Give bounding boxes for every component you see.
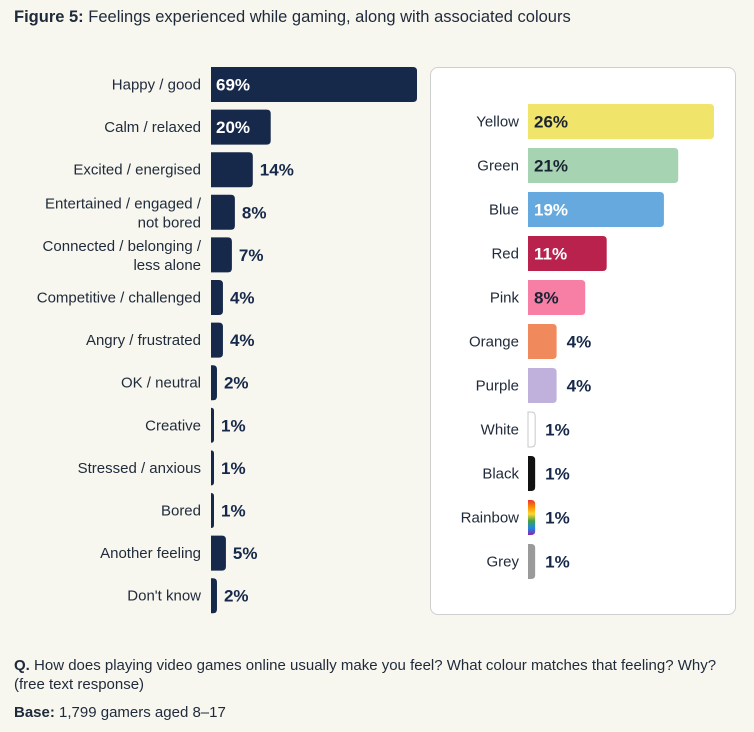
feeling-value-label: 1% — [221, 502, 246, 521]
feeling-value-label: 20% — [216, 118, 250, 137]
base-prefix: Base: — [14, 704, 55, 721]
colour-value-label: 21% — [534, 157, 568, 176]
colour-category-label: Orange — [469, 334, 519, 351]
feeling-bar — [211, 407, 214, 443]
feeling-category-label: OK / neutral — [121, 375, 201, 392]
colour-value-label: 19% — [534, 201, 568, 220]
feeling-category-label: Competitive / challenged — [37, 290, 201, 307]
colour-value-label: 1% — [545, 421, 570, 440]
feeling-category-label: Entertained / engaged / not bored — [45, 195, 202, 231]
feeling-bar — [211, 578, 217, 614]
base-text: 1,799 gamers aged 8–17 — [59, 704, 226, 721]
feeling-value-label: 7% — [239, 246, 264, 265]
feeling-bar — [211, 450, 214, 486]
feeling-category-label: Another feeling — [100, 545, 201, 562]
chart-title: Figure 5: Feelings experienced while gam… — [14, 8, 571, 27]
feeling-value-label: 14% — [260, 161, 294, 180]
colour-bar — [528, 544, 536, 579]
feeling-value-label: 1% — [221, 416, 246, 435]
colour-bar — [528, 280, 586, 315]
colour-bar — [528, 368, 557, 403]
colour-category-label: Yellow — [476, 114, 519, 131]
colour-category-label: White — [481, 422, 519, 439]
colour-category-label: Black — [482, 466, 519, 483]
question-text: How does playing video games online usua… — [14, 657, 717, 693]
feeling-category-label: Connected / belonging / less alone — [43, 238, 202, 274]
feeling-value-label: 69% — [216, 76, 250, 95]
feelings-chart: Happy / good 69% Calm / relaxed 20% Excited … — [37, 67, 417, 614]
colour-category-label: Grey — [486, 554, 519, 571]
colour-bar — [528, 192, 664, 227]
feeling-value-label: 5% — [233, 544, 258, 563]
colour-value-label: 11% — [534, 245, 567, 264]
feeling-bar — [211, 322, 223, 358]
feeling-category-label: Excited / energised — [73, 162, 201, 179]
feeling-value-label: 4% — [230, 289, 255, 308]
colour-value-label: 4% — [567, 377, 592, 396]
colours-chart: Yellow 26% Green 21% Blue 19% Red 11% Pink 8% Oran… — [461, 104, 714, 579]
feeling-bar — [211, 194, 235, 230]
figure-number: Figure 5: — [14, 8, 84, 26]
colour-bar — [528, 500, 536, 535]
feeling-bar — [211, 535, 226, 571]
colour-value-label: 1% — [545, 553, 570, 572]
feeling-bar — [211, 152, 253, 188]
question-prefix: Q. — [14, 657, 30, 674]
feeling-value-label: 4% — [230, 331, 255, 350]
feeling-bar — [211, 237, 232, 273]
feeling-category-label: Calm / relaxed — [104, 119, 201, 136]
colour-value-label: 8% — [534, 289, 559, 308]
question-note: Q. How does playing video games online u… — [14, 656, 744, 694]
feeling-value-label: 2% — [224, 587, 249, 606]
feeling-category-label: Stressed / anxious — [78, 460, 201, 477]
feeling-bar — [211, 67, 417, 102]
feeling-bar — [211, 280, 223, 315]
feeling-category-label: Creative — [145, 417, 201, 434]
colour-bar — [528, 148, 679, 183]
colour-bar — [527, 411, 536, 448]
feeling-value-label: 1% — [221, 459, 246, 478]
colour-category-label: Purple — [476, 378, 519, 395]
colour-value-label: 4% — [567, 333, 592, 352]
colour-value-label: 26% — [534, 113, 568, 132]
colour-value-label: 1% — [545, 465, 570, 484]
colour-category-label: Rainbow — [461, 510, 520, 527]
colour-value-label: 1% — [545, 509, 570, 528]
colour-category-label: Blue — [489, 202, 519, 219]
base-note: Base: 1,799 gamers aged 8–17 — [14, 704, 226, 721]
feeling-bar — [211, 109, 271, 145]
feeling-bar — [211, 365, 217, 401]
colour-bar — [528, 456, 536, 491]
colour-category-label: Red — [491, 246, 519, 263]
colour-category-label: Pink — [490, 290, 520, 307]
feeling-value-label: 2% — [224, 374, 249, 393]
colour-bar — [528, 324, 557, 359]
feeling-category-label: Bored — [161, 503, 201, 520]
colour-bar — [528, 104, 714, 139]
colour-category-label: Green — [477, 158, 519, 175]
feeling-category-label: Angry / frustrated — [86, 332, 201, 349]
colour-bar — [528, 236, 607, 271]
feeling-category-label: Happy / good — [112, 77, 201, 94]
feeling-value-label: 8% — [242, 203, 267, 222]
figure-title-text: Feelings experienced while gaming, along… — [88, 8, 571, 26]
feeling-category-label: Don't know — [127, 588, 201, 605]
chart-svg: Happy / good 69% Calm / relaxed 20% Excited … — [37, 67, 714, 614]
feeling-bar — [211, 493, 214, 528]
